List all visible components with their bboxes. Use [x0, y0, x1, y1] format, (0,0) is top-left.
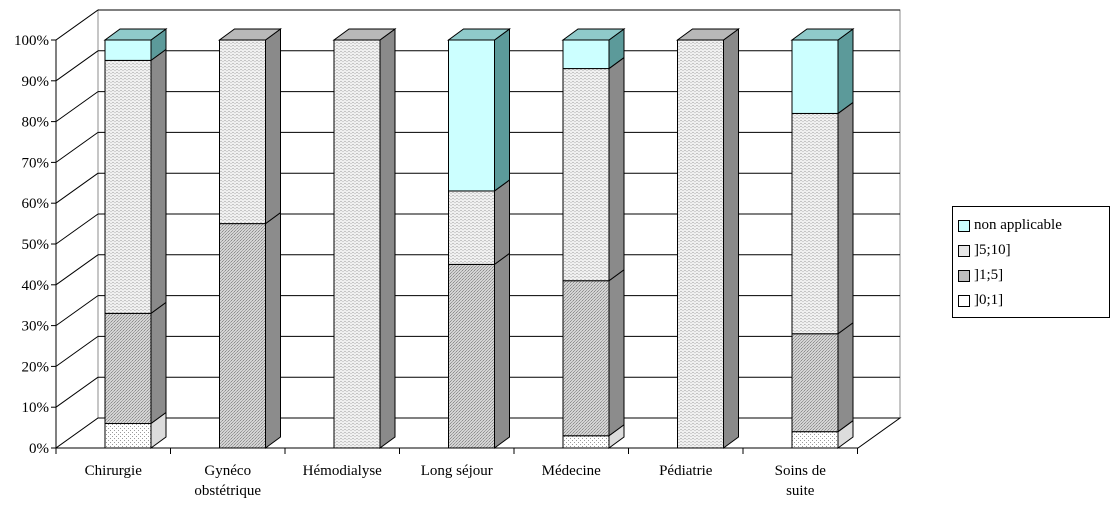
gridline-side — [55, 213, 99, 245]
x-tick-label: suite — [786, 483, 815, 499]
bar-segment — [562, 280, 610, 437]
gridline-side — [55, 50, 99, 82]
bar-segment — [562, 435, 610, 449]
gridline-side — [55, 335, 99, 367]
x-tick-label: Chirurgie — [85, 463, 143, 479]
legend-label: ]0;1] — [974, 292, 1004, 308]
bar-stack — [446, 28, 512, 449]
bar-segment — [562, 68, 610, 282]
bar-segment-side — [150, 301, 167, 425]
x-tick-label: Médecine — [542, 463, 601, 479]
bar-segment — [448, 190, 495, 265]
legend-swatch — [958, 294, 970, 307]
bar-segment — [104, 423, 152, 449]
gridline-side — [55, 91, 99, 123]
bar-segment-side — [837, 321, 854, 433]
legend-item-0-1: ]0;1] — [958, 288, 1109, 313]
legend-item-non-applicable: non applicable — [958, 213, 1109, 238]
legend-swatch — [958, 219, 970, 232]
gridline-side — [55, 131, 99, 163]
y-tick-label: 90% — [22, 74, 50, 90]
y-tick-label: 40% — [22, 278, 50, 294]
legend-item-1-5: ]1;5] — [958, 263, 1109, 288]
bar-segment-side — [837, 28, 854, 115]
bar-segment-side — [379, 28, 396, 449]
bar-stack — [332, 28, 397, 449]
bar-segment — [104, 312, 152, 425]
bars-group — [103, 28, 855, 449]
bar-segment — [791, 39, 839, 114]
gridline-side — [55, 295, 99, 327]
legend-swatch — [958, 269, 970, 282]
bar-stack — [103, 28, 168, 449]
legend-label: non applicable — [974, 217, 1062, 233]
legend-label: ]5;10] — [974, 242, 1011, 258]
y-tick-label: 70% — [22, 155, 50, 171]
x-tick-label: Hémodialyse — [303, 463, 382, 479]
bar-segment-side — [608, 268, 625, 437]
y-tick-label: 50% — [22, 237, 50, 253]
x-tick-label: Soins de — [775, 463, 827, 479]
bar-segment — [791, 112, 839, 335]
bar-segment-side — [494, 178, 510, 266]
bar-top — [446, 28, 512, 41]
bar-segment — [219, 223, 266, 449]
axis-labels-group: 0% 10% 20% 30% 40% 50% 60% 70% 80% 90% 100% Chirurg… — [14, 33, 826, 499]
legend: non applicable ]5;10] ]1;5] ]0;1] — [952, 206, 1110, 318]
x-tick-label: Gynéco — [204, 463, 251, 479]
bar-segment — [677, 39, 724, 449]
x-tick-label: obstétrique — [194, 483, 261, 499]
bar-segment-side — [723, 28, 739, 449]
bar-segment-side — [608, 56, 625, 282]
bar-segment-side — [494, 252, 510, 449]
y-tick-label: 60% — [22, 196, 50, 212]
gridline-side — [55, 9, 99, 41]
bar-top — [103, 28, 168, 41]
gridline-side — [55, 376, 99, 408]
bar-segment-side — [265, 28, 281, 225]
bar-segment — [219, 39, 266, 225]
legend-item-5-10: ]5;10] — [958, 238, 1109, 263]
bar-segment — [448, 263, 495, 449]
y-tick-label: 80% — [22, 115, 50, 131]
bar-segment — [562, 39, 610, 70]
bar-stack — [675, 28, 741, 449]
y-tick-label: 20% — [22, 359, 50, 375]
y-tick-label: 100% — [14, 33, 49, 49]
bar-segment-side — [150, 48, 167, 315]
y-tick-label: 30% — [22, 319, 50, 335]
legend-label: ]1;5] — [974, 267, 1004, 283]
x-tick-label: Long séjour — [421, 463, 493, 479]
bar-segment — [333, 39, 381, 449]
y-tick-label: 0% — [29, 441, 49, 457]
gridline-side — [55, 172, 99, 204]
bar-top — [217, 28, 283, 41]
bar-segment-side — [265, 211, 281, 449]
bar-top — [561, 28, 626, 41]
bar-top — [675, 28, 741, 41]
bar-stack — [561, 28, 626, 449]
bar-top — [790, 28, 855, 41]
legend-swatch — [958, 244, 970, 257]
x-tick-label: Pédiatrie — [659, 463, 713, 479]
bar-segment — [791, 431, 839, 449]
bar-segment — [448, 39, 495, 192]
bar-segment — [104, 39, 152, 61]
bar-stack — [217, 28, 283, 449]
gridline-side — [55, 254, 99, 286]
bar-top — [332, 28, 397, 41]
bar-segment-side — [494, 28, 510, 192]
bar-segment — [791, 333, 839, 433]
bar-segment-side — [837, 101, 854, 335]
bar-segment — [104, 59, 152, 314]
bar-stack — [790, 28, 855, 449]
y-tick-label: 10% — [22, 400, 50, 416]
